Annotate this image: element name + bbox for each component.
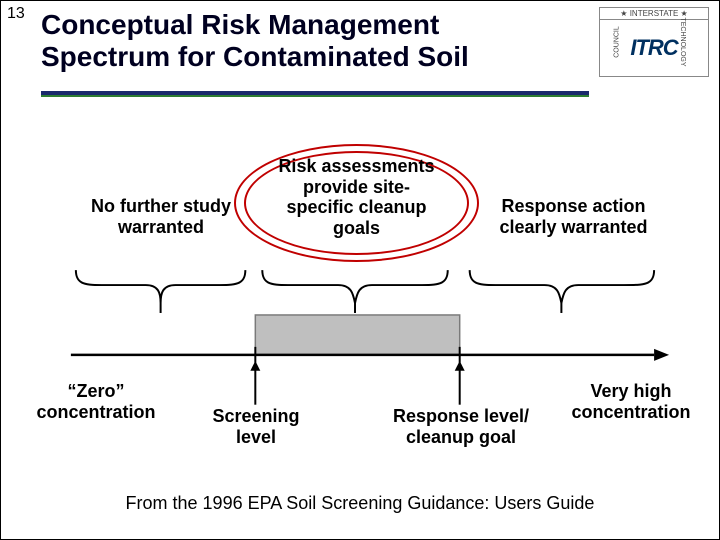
logo-main-text: ITRC xyxy=(630,35,677,61)
label-very-high-concentration: Very highconcentration xyxy=(561,381,701,422)
brace-left xyxy=(76,270,245,303)
label-no-further-study: No further studywarranted xyxy=(71,196,251,237)
spectrum-diagram: No further studywarranted Risk assessmen… xyxy=(31,131,689,479)
slide-number: 13 xyxy=(7,5,25,23)
gray-zone xyxy=(255,315,459,355)
page-title: Conceptual Risk Management Spectrum for … xyxy=(41,9,469,73)
title-line-2: Spectrum for Contaminated Soil xyxy=(41,41,469,72)
label-zero-concentration: “Zero”concentration xyxy=(26,381,166,422)
label-response-action: Response actionclearly warranted xyxy=(476,196,671,237)
logo-right-text: TECHNOLOGY xyxy=(679,17,686,66)
label-screening-level: Screeninglevel xyxy=(186,406,326,447)
label-risk-assessments: Risk assessmentsprovide site-specific cl… xyxy=(249,156,464,239)
footer-citation: From the 1996 EPA Soil Screening Guidanc… xyxy=(1,493,719,514)
title-rule-green xyxy=(41,95,589,97)
logo-top-text: ★ INTERSTATE ★ xyxy=(600,8,708,20)
axis-arrowhead xyxy=(654,349,669,361)
label-response-level: Response level/cleanup goal xyxy=(361,406,561,447)
title-line-1: Conceptual Risk Management xyxy=(41,9,439,40)
itrc-logo: ★ INTERSTATE ★ ITRC COUNCIL TECHNOLOGY xyxy=(599,7,709,77)
logo-left-text: COUNCIL xyxy=(613,26,620,58)
brace-middle xyxy=(262,270,447,303)
brace-right xyxy=(470,270,654,303)
